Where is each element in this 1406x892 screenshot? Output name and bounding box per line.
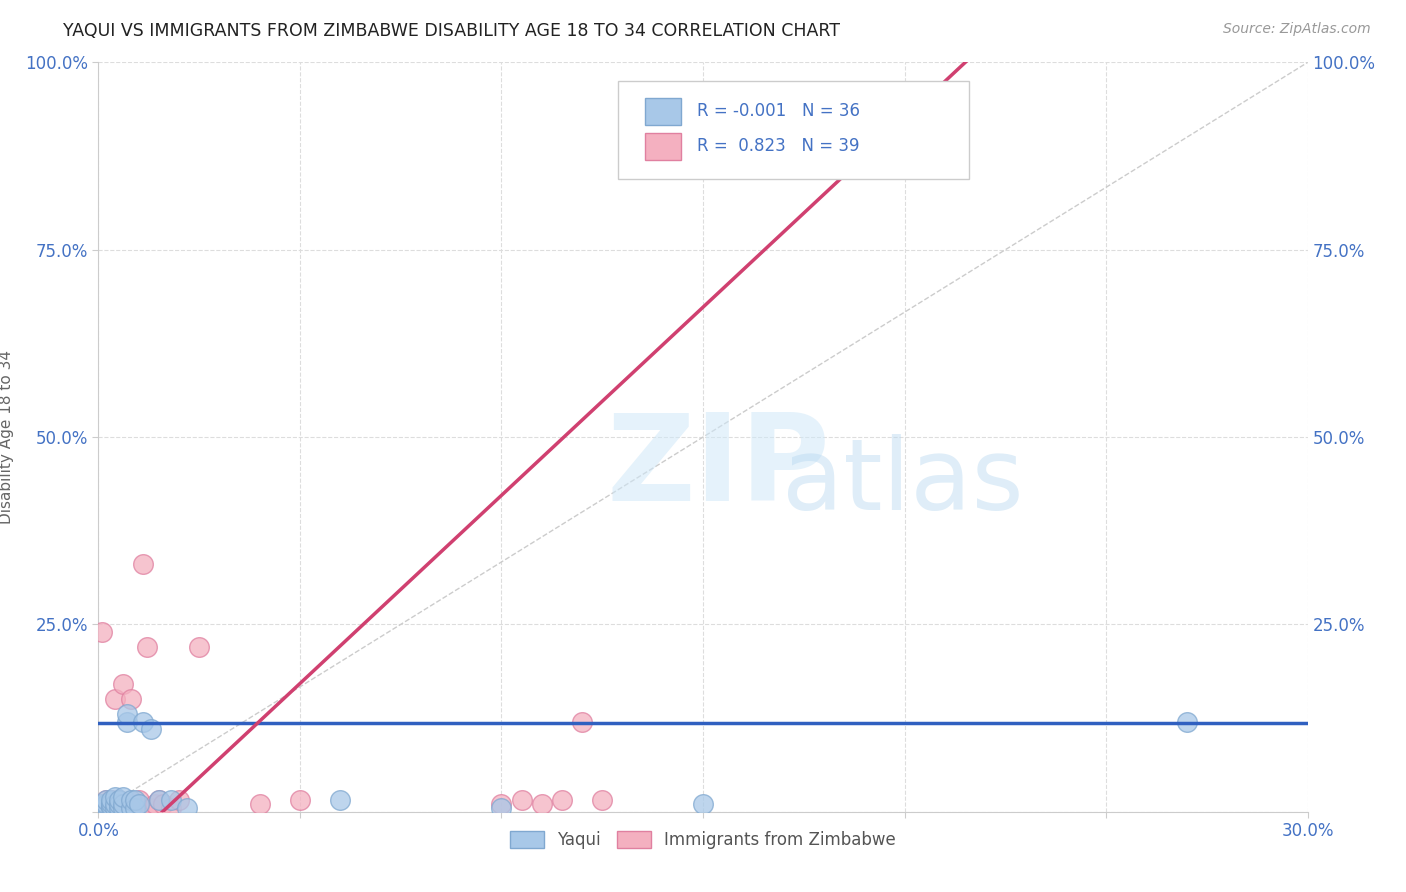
- Point: [176, 801, 198, 815]
- FancyBboxPatch shape: [645, 133, 682, 160]
- Point: [91, 797, 114, 812]
- Point: [115, 797, 138, 812]
- Point: [288, 793, 311, 807]
- Point: [148, 793, 170, 807]
- Point: [103, 797, 125, 812]
- Point: [100, 801, 122, 815]
- Text: R =  0.823   N = 39: R = 0.823 N = 39: [697, 137, 859, 155]
- FancyBboxPatch shape: [619, 81, 969, 178]
- Point: [100, 793, 122, 807]
- Point: [139, 723, 162, 737]
- Point: [107, 793, 129, 807]
- Legend: Yaqui, Immigrants from Zimbabwe: Yaqui, Immigrants from Zimbabwe: [503, 824, 903, 855]
- Point: [120, 793, 142, 807]
- Point: [100, 796, 122, 810]
- Point: [120, 692, 142, 706]
- Point: [103, 801, 125, 815]
- Point: [107, 801, 129, 815]
- Point: [128, 801, 150, 815]
- Point: [128, 797, 150, 812]
- Point: [103, 692, 125, 706]
- Point: [107, 797, 129, 812]
- Point: [128, 793, 150, 807]
- Point: [530, 797, 553, 812]
- Point: [591, 793, 613, 807]
- Point: [107, 801, 129, 815]
- Point: [124, 797, 146, 812]
- Point: [100, 801, 122, 815]
- Point: [124, 801, 146, 815]
- Point: [135, 640, 157, 654]
- Text: Source: ZipAtlas.com: Source: ZipAtlas.com: [1223, 22, 1371, 37]
- Point: [100, 797, 122, 812]
- Point: [115, 801, 138, 815]
- Point: [1175, 714, 1198, 729]
- Point: [139, 801, 162, 815]
- Point: [91, 624, 114, 639]
- Point: [115, 714, 138, 729]
- Point: [132, 558, 155, 572]
- Point: [143, 797, 166, 812]
- Point: [160, 793, 183, 807]
- Point: [692, 797, 714, 812]
- Point: [103, 801, 125, 815]
- Point: [152, 797, 174, 812]
- Point: [96, 801, 118, 815]
- Point: [96, 793, 118, 807]
- Point: [491, 801, 513, 815]
- Point: [571, 714, 593, 729]
- Point: [167, 793, 190, 807]
- Point: [91, 797, 114, 812]
- Point: [111, 797, 134, 812]
- Point: [91, 801, 114, 815]
- Point: [100, 798, 122, 813]
- Point: [329, 793, 352, 807]
- Point: [96, 797, 118, 812]
- Point: [188, 640, 211, 654]
- Point: [249, 797, 271, 812]
- Point: [103, 797, 125, 812]
- Point: [107, 797, 129, 812]
- Point: [510, 793, 533, 807]
- Point: [103, 789, 125, 804]
- Point: [107, 793, 129, 807]
- Point: [111, 801, 134, 815]
- Point: [132, 714, 155, 729]
- FancyBboxPatch shape: [645, 97, 682, 125]
- Point: [148, 793, 170, 807]
- Text: R = -0.001   N = 36: R = -0.001 N = 36: [697, 103, 860, 120]
- Point: [160, 801, 183, 815]
- Point: [96, 801, 118, 815]
- Point: [96, 798, 118, 813]
- Point: [115, 707, 138, 722]
- Point: [91, 798, 114, 813]
- Point: [111, 677, 134, 691]
- Point: [96, 797, 118, 812]
- Point: [111, 789, 134, 804]
- Text: ZIP: ZIP: [606, 409, 830, 525]
- Point: [100, 793, 122, 807]
- Point: [120, 801, 142, 815]
- Text: YAQUI VS IMMIGRANTS FROM ZIMBABWE DISABILITY AGE 18 TO 34 CORRELATION CHART: YAQUI VS IMMIGRANTS FROM ZIMBABWE DISABI…: [63, 22, 841, 40]
- Point: [551, 793, 574, 807]
- Point: [124, 793, 146, 807]
- Y-axis label: Disability Age 18 to 34: Disability Age 18 to 34: [0, 350, 14, 524]
- Point: [91, 801, 114, 815]
- Point: [96, 793, 118, 807]
- Text: atlas: atlas: [782, 434, 1024, 531]
- Point: [491, 797, 513, 812]
